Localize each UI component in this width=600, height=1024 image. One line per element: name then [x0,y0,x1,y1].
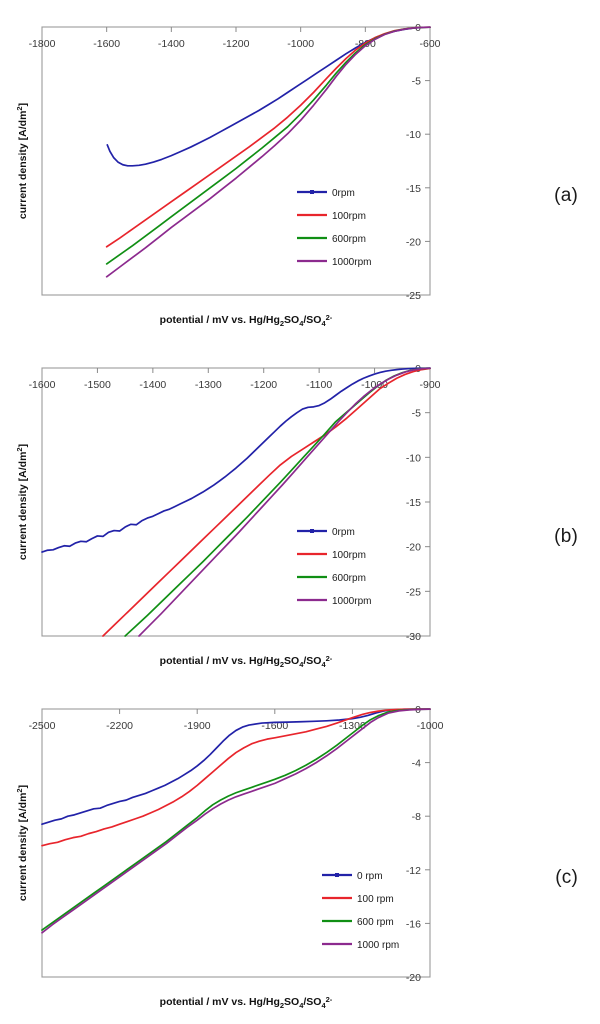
x-tick-label: -900 [419,379,440,391]
x-tick-label: -1000 [417,720,444,732]
legend-label: 1000rpm [332,257,371,268]
y-tick-label: -8 [412,811,421,823]
figure-panel-c: -2500 -2200 -1900 -1600 -1300 -1000 0 -4 -8 -12 -1… [0,682,600,1023]
legend-label: 100rpm [332,550,366,561]
legend-label: 1000 rpm [357,940,399,951]
series-line-1000rpm [105,26,431,278]
series-line-0rpm [41,367,431,553]
x-tick-label: -1200 [223,38,250,50]
figure-panel-b: -1600 -1500 -1400 -1300 -1200 -1100 -1000 -900 0… [0,341,600,682]
y-tick-label: -10 [406,452,421,464]
plot-frame [41,367,431,637]
plot-frame [41,708,431,978]
legend-label: 600 rpm [357,917,394,928]
y-tick-label: -10 [406,129,421,141]
series-line-0rpm [106,26,431,167]
legend-label: 600rpm [332,234,366,245]
y-tick-label: -20 [406,236,421,248]
x-tick-label: -1300 [195,379,222,391]
y-tick-label: -5 [412,76,421,88]
x-tick-label: -2200 [106,720,133,732]
x-axis-title: potential / mV vs. Hg/Hg2SO4/SO42- [160,995,333,1010]
legend-label: 100rpm [332,211,366,222]
x-tick-label: -1000 [287,38,314,50]
x-axis-title: potential / mV vs. Hg/Hg2SO4/SO42- [160,313,333,328]
legend-marker [310,190,314,194]
y-tick-label: -20 [406,972,421,984]
x-tick-label: -1600 [29,379,56,391]
y-tick-label: -20 [406,542,421,554]
plot-frame [41,26,431,296]
series-line-600rpm [41,708,431,931]
x-axis-title: potential / mV vs. Hg/Hg2SO4/SO42- [160,654,333,669]
legend-marker [335,873,339,877]
legend-label: 0 rpm [357,871,383,882]
panel-label-b: (b) [554,526,578,547]
y-tick-label: -30 [406,631,421,643]
series-line-100rpm [41,708,431,847]
polarization-chart-c: -2500 -2200 -1900 -1600 -1300 -10000-4-8-12-1… [15,704,444,1010]
x-tick-label: -600 [419,38,440,50]
y-axis-title: current density [A/dm2] [15,444,29,560]
x-tick-label: -2500 [29,720,56,732]
y-tick-label: -25 [406,290,421,302]
legend-label: 0rpm [332,527,355,538]
x-tick-label: -1500 [84,379,111,391]
x-tick-label: -1100 [306,379,332,391]
x-tick-label: -1800 [29,38,56,50]
figure-panel-a: -1800 -1600 -1400 -1200 -1000 -800 -600 0 -5 -10-… [0,0,600,341]
series-line-600rpm [105,26,431,265]
series-line-1000rpm [41,708,431,934]
x-tick-label: -1300 [339,720,366,732]
polarization-chart-a: -1800 -1600 -1400 -1200 -1000 -800 -6000-5-10-… [15,22,441,328]
y-tick-label: -15 [406,497,421,509]
series-line-0rpm [41,708,431,826]
x-tick-label: -1900 [184,720,211,732]
y-axis-title: current density [A/dm2] [15,103,29,219]
panel-label-c: (c) [555,867,578,888]
x-tick-label: -1600 [93,38,120,50]
legend-marker [310,529,314,533]
legend-label: 1000rpm [332,596,371,607]
series-line-1000rpm [138,367,431,637]
panel-label-a: (a) [554,185,578,206]
y-tick-label: -4 [412,758,421,770]
y-tick-label: -12 [406,865,421,877]
series-line-100rpm [102,367,431,637]
y-tick-label: -25 [406,586,421,598]
series-line-100rpm [105,26,431,248]
series-line-600rpm [124,367,431,637]
y-axis-title: current density [A/dm2] [15,785,29,901]
y-tick-label: -15 [406,183,421,195]
legend-label: 100 rpm [357,894,394,905]
legend-label: 600rpm [332,573,366,584]
x-tick-label: -1400 [158,38,185,50]
y-tick-label: -16 [406,918,421,930]
polarization-chart-b: -1600 -1500 -1400 -1300 -1200 -1100 -1000 -9000… [15,363,441,669]
legend-label: 0rpm [332,188,355,199]
x-tick-label: -1400 [139,379,166,391]
y-tick-label: -5 [412,408,421,420]
x-tick-label: -1200 [250,379,277,391]
